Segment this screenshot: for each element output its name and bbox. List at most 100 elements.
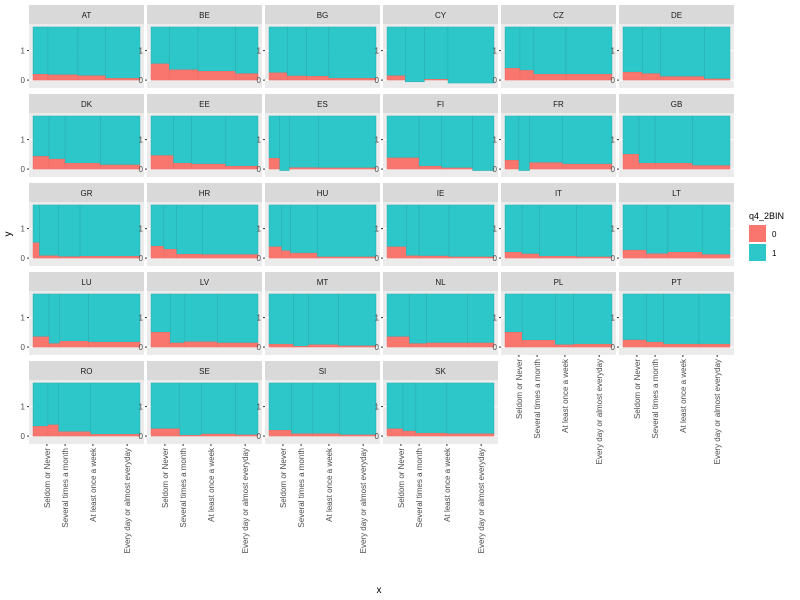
bar-segment-0 xyxy=(105,78,141,81)
bar-segment-0 xyxy=(217,342,259,348)
bar-segment-1 xyxy=(638,115,656,164)
bar-segment-1 xyxy=(622,204,647,251)
x-tick-label: Seldom or Never xyxy=(43,448,52,508)
bar-segment-1 xyxy=(173,115,192,164)
y-tick-label: 0 xyxy=(493,76,498,85)
facet-strip-label: SI xyxy=(319,367,327,376)
x-axis-title: x xyxy=(377,585,382,596)
facet-strip-label: DE xyxy=(671,11,682,20)
bar-segment-0 xyxy=(225,165,259,170)
x-tick-label: Several times a month xyxy=(415,448,424,528)
facet-strip xyxy=(383,183,498,202)
bar-segment-0 xyxy=(642,73,661,81)
y-tick-label: 0 xyxy=(493,165,498,174)
facet-strip xyxy=(29,272,144,291)
facet-fi: FI 0 1 xyxy=(375,94,498,177)
facet-strip-label: LT xyxy=(672,189,681,198)
bar-segment-0 xyxy=(197,71,236,81)
y-tick-label: 0 xyxy=(611,343,616,352)
bar-segment-1 xyxy=(100,115,141,166)
facet-hr: HR 0 1 xyxy=(139,183,262,266)
bar-segment-0 xyxy=(339,434,377,437)
bar-segment-1 xyxy=(409,293,427,344)
bar-segment-0 xyxy=(418,165,442,170)
bar-segment-0 xyxy=(39,255,59,259)
x-tick-label: At least once a week xyxy=(561,358,570,433)
facet-strip-label: NL xyxy=(435,278,446,287)
bar-segment-0 xyxy=(386,246,407,259)
bar-segment-1 xyxy=(504,293,523,333)
bar-segment-0 xyxy=(191,163,227,170)
bar-segment-1 xyxy=(179,382,202,436)
facet-strip xyxy=(383,361,498,380)
facet-cy: CY 0 1 xyxy=(375,5,498,88)
facet-panels: AT 0 1 BE 0 1 BG 0 1 CY 0 1 CZ 0 1 DE 0 1 DK 0 1 EE 0 1 ES 0 1 FI 0 1… xyxy=(21,5,734,444)
bar-segment-1 xyxy=(281,204,291,251)
facet-cz: CZ 0 1 xyxy=(493,5,616,88)
bar-segment-1 xyxy=(415,382,448,434)
bar-segment-1 xyxy=(291,382,314,434)
bar-segment-0 xyxy=(638,162,656,170)
y-tick-label: 1 xyxy=(21,47,26,56)
y-tick-label: 0 xyxy=(139,165,144,174)
bar-segment-1 xyxy=(150,204,165,247)
facet-strip xyxy=(265,94,380,113)
y-tick-label: 1 xyxy=(139,47,144,56)
bar-segment-1 xyxy=(217,293,259,344)
bar-segment-0 xyxy=(32,242,40,259)
y-tick-label: 0 xyxy=(375,165,380,174)
bar-segment-0 xyxy=(701,254,731,259)
y-tick-label: 1 xyxy=(375,225,380,234)
bar-segment-0 xyxy=(47,424,59,437)
bar-segment-1 xyxy=(447,26,495,84)
facet-strip-label: FR xyxy=(553,100,564,109)
y-tick-label: 0 xyxy=(257,343,262,352)
y-tick-label: 0 xyxy=(257,432,262,441)
bar-segment-1 xyxy=(555,293,574,345)
bar-segment-0 xyxy=(573,343,613,348)
bar-segment-0 xyxy=(660,76,705,81)
bar-segment-0 xyxy=(386,428,404,437)
bar-segment-0 xyxy=(64,162,101,170)
y-tick-label: 1 xyxy=(375,47,380,56)
facet-strip xyxy=(265,272,380,291)
facet-se: SE 0 1 xyxy=(139,361,262,444)
y-tick-label: 1 xyxy=(375,403,380,412)
facet-de: DE 0 1 xyxy=(611,5,734,88)
bar-segment-0 xyxy=(576,256,613,259)
facet-strip-label: MT xyxy=(317,278,329,287)
facet-bg: BG 0 1 xyxy=(257,5,380,88)
bar-segment-0 xyxy=(235,73,259,81)
bar-segment-1 xyxy=(225,115,259,167)
bar-segment-1 xyxy=(565,26,613,75)
bar-segment-0 xyxy=(308,344,339,348)
y-tick-label: 1 xyxy=(375,136,380,145)
y-tick-label: 1 xyxy=(21,225,26,234)
y-tick-label: 0 xyxy=(611,76,616,85)
x-tick-label: Several times a month xyxy=(61,448,70,528)
y-tick-label: 0 xyxy=(375,254,380,263)
bar-segment-1 xyxy=(660,26,705,77)
bar-segment-0 xyxy=(268,343,294,348)
bar-segment-1 xyxy=(32,26,49,75)
y-tick-label: 1 xyxy=(611,225,616,234)
bar-segment-0 xyxy=(202,254,259,259)
bar-segment-1 xyxy=(418,204,450,257)
x-tick-label: At least once a week xyxy=(207,447,216,522)
y-tick-label: 1 xyxy=(139,136,144,145)
bar-segment-0 xyxy=(622,71,643,81)
facet-strip-label: FI xyxy=(437,100,444,109)
bar-segment-1 xyxy=(79,204,141,257)
bar-segment-0 xyxy=(415,432,448,437)
facet-strip xyxy=(147,361,262,380)
bar-segment-1 xyxy=(150,26,170,65)
y-tick-label: 1 xyxy=(21,403,26,412)
bar-segment-1 xyxy=(504,115,520,161)
y-tick-label: 1 xyxy=(257,314,262,323)
facet-strip xyxy=(501,5,616,24)
facet-hu: HU 0 1 xyxy=(257,183,380,266)
bar-segment-1 xyxy=(32,293,50,337)
facet-lu: LU 0 1 xyxy=(21,272,144,355)
facet-ie: IE 0 1 xyxy=(375,183,498,266)
y-tick-label: 1 xyxy=(493,47,498,56)
